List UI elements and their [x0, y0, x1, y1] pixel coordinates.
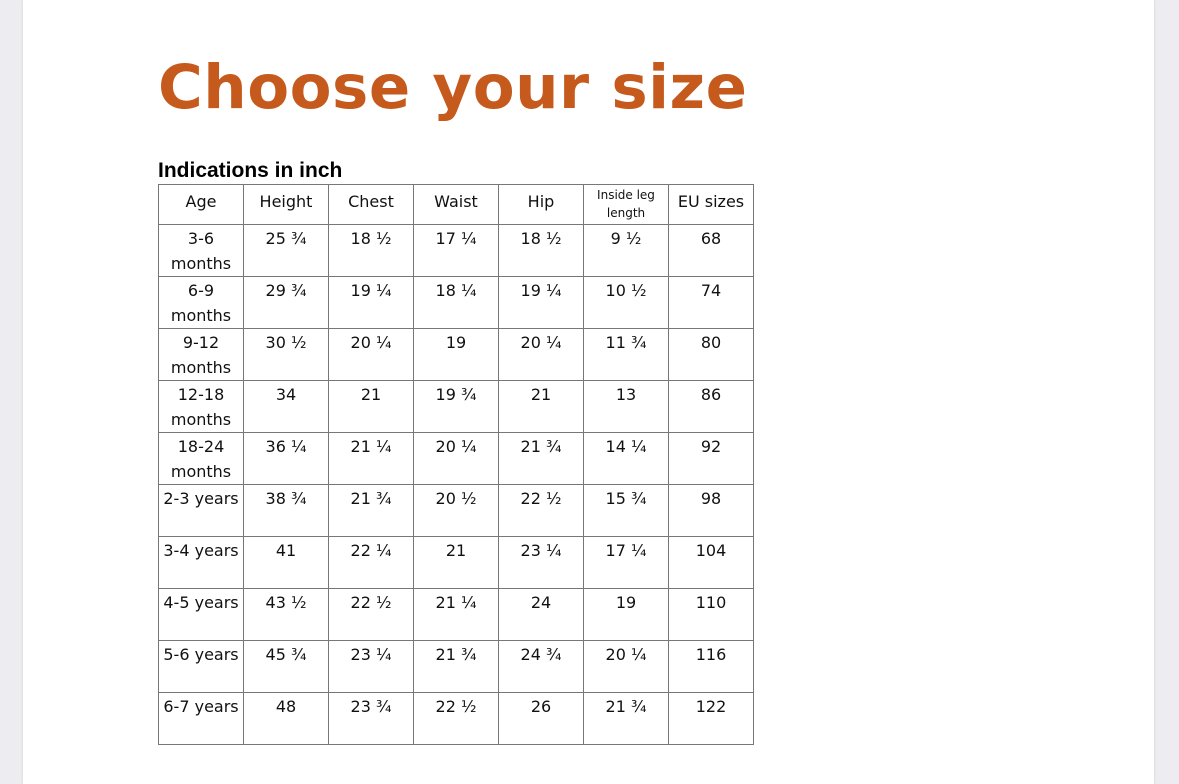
- cell-waist: 22 ½: [413, 692, 499, 745]
- cell-height: 45 ¾: [243, 640, 329, 693]
- cell-waist: 21 ¼: [413, 588, 499, 641]
- cell-eu-size: 80: [668, 328, 754, 381]
- cell-age: 3-6 months: [158, 224, 244, 277]
- cell-age: 18-24 months: [158, 432, 244, 485]
- cell-chest: 20 ¼: [328, 328, 414, 381]
- cell-hip: 21: [498, 380, 584, 433]
- cell-waist: 19: [413, 328, 499, 381]
- cell-eu-size: 86: [668, 380, 754, 433]
- cell-inside-leg-length: 11 ¾: [583, 328, 669, 381]
- header-height: Height: [243, 184, 329, 225]
- cell-waist: 21: [413, 536, 499, 589]
- cell-height: 36 ¼: [243, 432, 329, 485]
- cell-height: 43 ½: [243, 588, 329, 641]
- cell-height: 34: [243, 380, 329, 433]
- cell-age: 3-4 years: [158, 536, 244, 589]
- cell-chest: 21: [328, 380, 414, 433]
- header-inside-leg-length: Inside leg length: [583, 184, 669, 225]
- page-title: Choose your size: [158, 52, 748, 123]
- cell-hip: 23 ¼: [498, 536, 584, 589]
- cell-height: 30 ½: [243, 328, 329, 381]
- header-age: Age: [158, 184, 244, 225]
- table-row: 2-3 years 38 ¾ 21 ¾ 20 ½ 22 ½ 15 ¾ 98: [158, 484, 754, 537]
- cell-eu-size: 116: [668, 640, 754, 693]
- cell-hip: 26: [498, 692, 584, 745]
- cell-inside-leg-length: 17 ¼: [583, 536, 669, 589]
- table-header-row: Age Height Chest Waist Hip Inside leg le…: [158, 184, 754, 225]
- table-caption: Indications in inch: [158, 159, 343, 182]
- cell-waist: 20 ¼: [413, 432, 499, 485]
- cell-chest: 22 ¼: [328, 536, 414, 589]
- cell-waist: 17 ¼: [413, 224, 499, 277]
- header-chest: Chest: [328, 184, 414, 225]
- table-row: 3-4 years 41 22 ¼ 21 23 ¼ 17 ¼ 104: [158, 536, 754, 589]
- header-eu-sizes: EU sizes: [668, 184, 754, 225]
- cell-height: 48: [243, 692, 329, 745]
- cell-inside-leg-length: 10 ½: [583, 276, 669, 329]
- cell-eu-size: 110: [668, 588, 754, 641]
- cell-age: 5-6 years: [158, 640, 244, 693]
- cell-inside-leg-length: 20 ¼: [583, 640, 669, 693]
- cell-hip: 24: [498, 588, 584, 641]
- header-hip: Hip: [498, 184, 584, 225]
- cell-inside-leg-length: 14 ¼: [583, 432, 669, 485]
- table-row: 9-12 months 30 ½ 20 ¼ 19 20 ¼ 11 ¾ 80: [158, 328, 754, 381]
- cell-hip: 22 ½: [498, 484, 584, 537]
- size-chart-table: Age Height Chest Waist Hip Inside leg le…: [158, 184, 754, 745]
- cell-hip: 20 ¼: [498, 328, 584, 381]
- cell-inside-leg-length: 15 ¾: [583, 484, 669, 537]
- cell-inside-leg-length: 13: [583, 380, 669, 433]
- table-row: 6-9 months 29 ¾ 19 ¼ 18 ¼ 19 ¼ 10 ½ 74: [158, 276, 754, 329]
- cell-hip: 19 ¼: [498, 276, 584, 329]
- cell-eu-size: 68: [668, 224, 754, 277]
- table-row: 4-5 years 43 ½ 22 ½ 21 ¼ 24 19 110: [158, 588, 754, 641]
- cell-eu-size: 122: [668, 692, 754, 745]
- table-row: 5-6 years 45 ¾ 23 ¼ 21 ¾ 24 ¾ 20 ¼ 116: [158, 640, 754, 693]
- cell-waist: 18 ¼: [413, 276, 499, 329]
- cell-hip: 21 ¾: [498, 432, 584, 485]
- header-waist: Waist: [413, 184, 499, 225]
- cell-age: 4-5 years: [158, 588, 244, 641]
- cell-age: 2-3 years: [158, 484, 244, 537]
- cell-chest: 18 ½: [328, 224, 414, 277]
- cell-age: 12-18 months: [158, 380, 244, 433]
- cell-chest: 21 ¾: [328, 484, 414, 537]
- document-page: Choose your size Indications in inch Age…: [23, 0, 1154, 784]
- cell-hip: 24 ¾: [498, 640, 584, 693]
- cell-waist: 20 ½: [413, 484, 499, 537]
- table-row: 6-7 years 48 23 ¾ 22 ½ 26 21 ¾ 122: [158, 692, 754, 745]
- cell-chest: 21 ¼: [328, 432, 414, 485]
- cell-age: 9-12 months: [158, 328, 244, 381]
- cell-height: 25 ¾: [243, 224, 329, 277]
- cell-height: 38 ¾: [243, 484, 329, 537]
- cell-height: 29 ¾: [243, 276, 329, 329]
- table-row: 18-24 months 36 ¼ 21 ¼ 20 ¼ 21 ¾ 14 ¼ 92: [158, 432, 754, 485]
- cell-inside-leg-length: 21 ¾: [583, 692, 669, 745]
- cell-waist: 19 ¾: [413, 380, 499, 433]
- cell-hip: 18 ½: [498, 224, 584, 277]
- cell-eu-size: 92: [668, 432, 754, 485]
- cell-chest: 19 ¼: [328, 276, 414, 329]
- cell-height: 41: [243, 536, 329, 589]
- table-row: 12-18 months 34 21 19 ¾ 21 13 86: [158, 380, 754, 433]
- cell-inside-leg-length: 19: [583, 588, 669, 641]
- cell-age: 6-7 years: [158, 692, 244, 745]
- cell-chest: 22 ½: [328, 588, 414, 641]
- cell-age: 6-9 months: [158, 276, 244, 329]
- cell-chest: 23 ¼: [328, 640, 414, 693]
- cell-eu-size: 104: [668, 536, 754, 589]
- cell-eu-size: 74: [668, 276, 754, 329]
- cell-eu-size: 98: [668, 484, 754, 537]
- cell-chest: 23 ¾: [328, 692, 414, 745]
- cell-inside-leg-length: 9 ½: [583, 224, 669, 277]
- cell-waist: 21 ¾: [413, 640, 499, 693]
